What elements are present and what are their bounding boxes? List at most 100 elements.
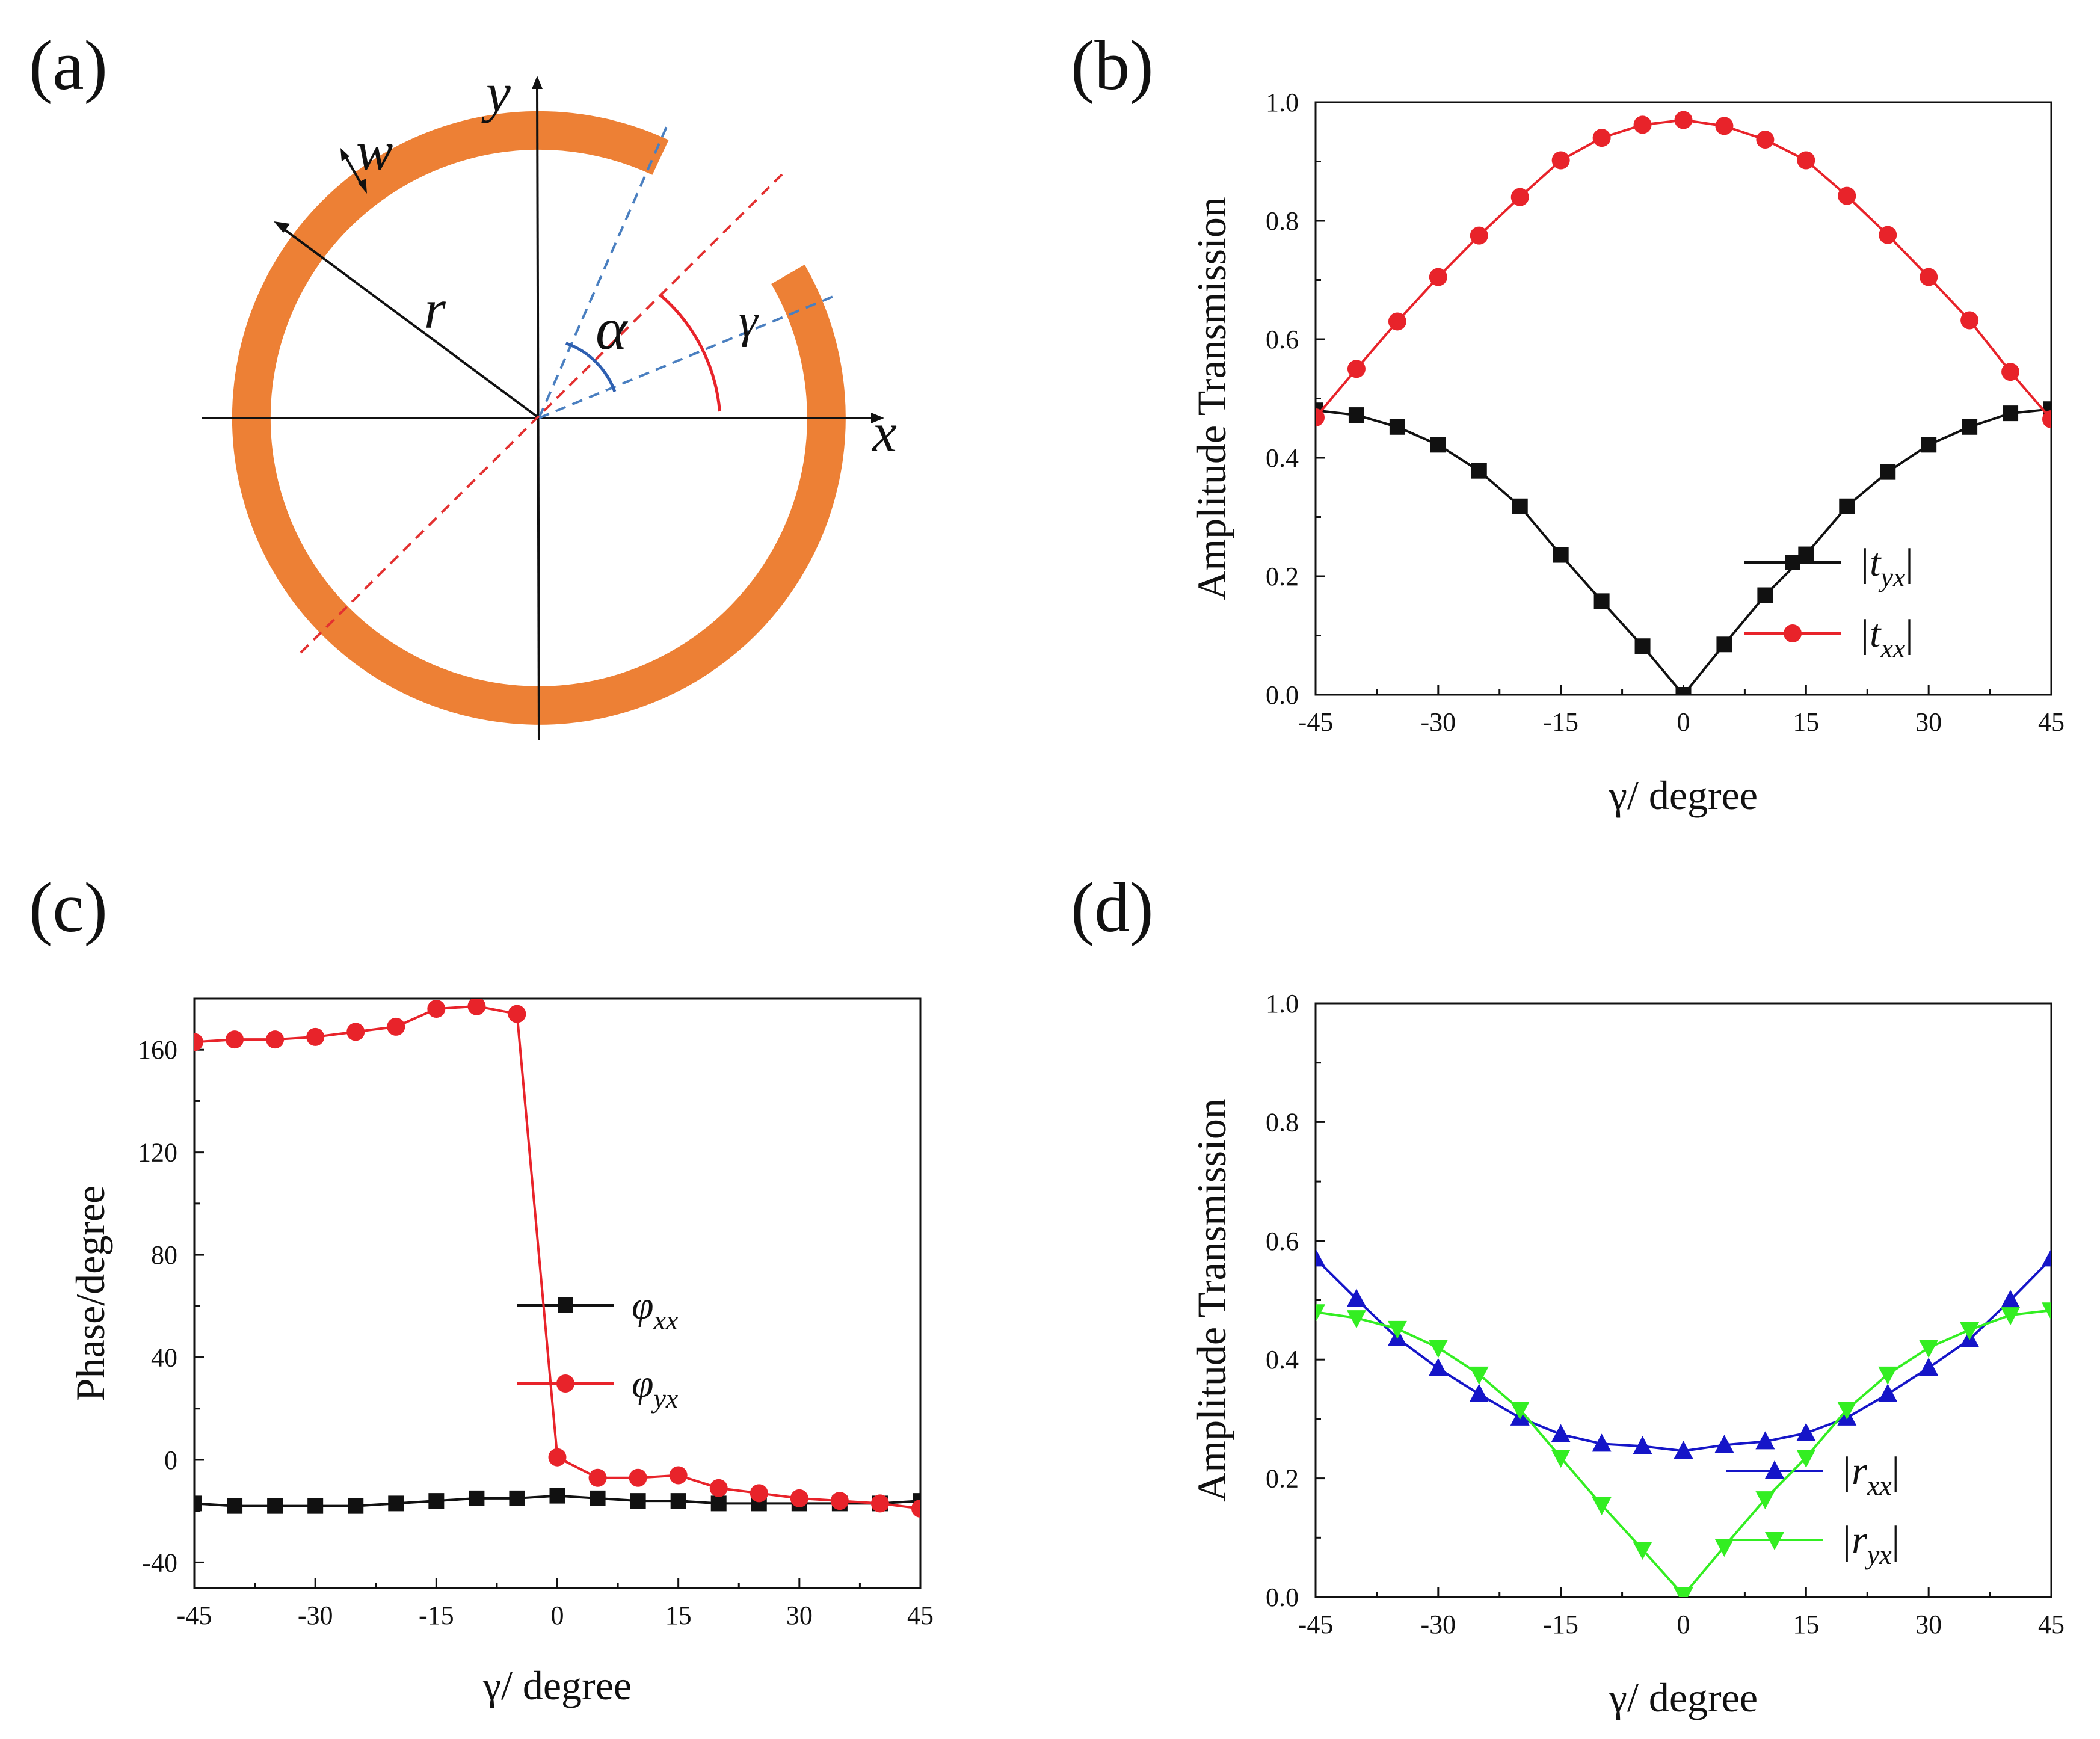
data-point (194, 1033, 203, 1051)
x-axis-label: γ/ degree (482, 1663, 632, 1708)
data-point (2042, 410, 2051, 428)
data-point (1592, 1497, 1612, 1516)
data-point (1796, 1423, 1816, 1441)
chart-d-reflection-amplitude: -45 -30 -15 0 15 30 45 0.0 0.2 0.4 0.6 0.8 1.0 γ/ deg… (1189, 989, 2065, 1720)
y-tick-label: 0.2 (1266, 1464, 1299, 1494)
x-tick-label: 15 (1793, 707, 1819, 737)
data-point (670, 1493, 686, 1509)
data-point (348, 1498, 364, 1514)
data-point (1756, 131, 1775, 149)
y-tick-label: 0.8 (1266, 206, 1299, 236)
data-point (469, 1490, 485, 1506)
x-axis-label: γ/ degree (1609, 1675, 1758, 1720)
y-tick-label: 0.6 (1266, 325, 1299, 354)
data-point (1878, 1366, 1898, 1385)
y-tick-label: 0.4 (1266, 443, 1299, 473)
legend-marker (1784, 624, 1802, 642)
data-point (1593, 593, 1610, 609)
series-|r_yx| (1316, 1302, 2051, 1597)
x-tick-label: -30 (1421, 707, 1456, 737)
data-point (1633, 1436, 1652, 1454)
legend-marker (1765, 1460, 1784, 1479)
data-point (1316, 1304, 1325, 1323)
data-point (1919, 1340, 1939, 1358)
data-point (307, 1498, 324, 1514)
y-tick-label: 0.8 (1266, 1107, 1299, 1137)
data-point (1592, 1433, 1612, 1452)
data-point (1796, 1450, 1816, 1468)
y-tick-label: 0.6 (1266, 1227, 1299, 1256)
y-tick-label: -40 (142, 1548, 177, 1577)
y-tick-label: 0.0 (1266, 1583, 1299, 1612)
x-axis-symbol: x (871, 402, 897, 463)
x-tick-label: 30 (1915, 707, 1942, 737)
width-arrowhead-top (340, 148, 349, 161)
plot-frame (1314, 101, 2052, 696)
y-axis-line (536, 84, 540, 740)
data-point (1919, 1358, 1939, 1376)
data-point (1879, 226, 1897, 244)
x-tick-label: -15 (1543, 707, 1578, 737)
data-point (1880, 464, 1896, 480)
x-tick-label: -15 (1543, 1610, 1578, 1639)
x-tick-label: 0 (1677, 707, 1690, 737)
x-tick-label: 45 (2038, 1610, 2065, 1639)
data-point (870, 1494, 889, 1513)
radius-arrowhead (274, 221, 290, 233)
x-tick-label: 15 (665, 1601, 692, 1630)
legend-label: |rxx| (1841, 1449, 1900, 1501)
data-point (1838, 186, 1856, 205)
data-point (1512, 498, 1528, 514)
data-point (387, 1017, 405, 1036)
data-point (428, 1493, 445, 1509)
x-axis-label: γ/ degree (1609, 772, 1758, 818)
data-point (2001, 1290, 2021, 1308)
series-line (1316, 118, 2051, 420)
legend-marker (556, 1374, 574, 1393)
chart-b-amplitude-transmission: -45 -30 -15 0 15 30 45 0.0 0.2 0.4 0.6 0.8 1.0 γ/ deg… (1189, 88, 2065, 818)
data-point (1388, 312, 1406, 331)
y-tick-label: 1.0 (1266, 989, 1299, 1018)
data-point (669, 1466, 688, 1485)
legend-label: |txx| (1859, 612, 1914, 663)
x-tick-label: 15 (1793, 1610, 1819, 1639)
data-point (1316, 1248, 1325, 1267)
x-tick-label: 30 (1915, 1610, 1942, 1639)
data-point (1551, 151, 1570, 170)
x-tick-label: -45 (1298, 707, 1334, 737)
data-point (1469, 1366, 1489, 1385)
y-axis-label: Amplitude Transmission (1189, 1098, 1234, 1502)
data-point (1878, 1384, 1898, 1402)
data-point (1755, 1491, 1775, 1510)
y-axis-symbol: y (481, 62, 511, 123)
data-point (1510, 188, 1529, 206)
legend-entry: |txx| (1744, 612, 1914, 663)
series-line (1316, 1257, 2051, 1453)
x-tick-label: -30 (1421, 1610, 1456, 1639)
data-point (1553, 547, 1569, 563)
data-point (226, 1030, 244, 1049)
data-point (1674, 1587, 1693, 1597)
data-point (1715, 117, 1734, 135)
legend-marker (558, 1297, 573, 1313)
panel-d-label: (d) (1071, 868, 1154, 947)
x-tick-label: -30 (298, 1601, 333, 1630)
data-point (1634, 638, 1651, 654)
panel-a-diagram: (a) x y w r α γ (29, 26, 897, 740)
data-point (911, 1499, 920, 1518)
data-point (1348, 407, 1364, 423)
x-tick-label: 45 (2038, 707, 2065, 737)
y-tick-label: 0.0 (1266, 680, 1299, 710)
data-point (1757, 587, 1773, 603)
data-point (1387, 1320, 1407, 1339)
legend-marker (1765, 1532, 1784, 1550)
data-point (266, 1030, 285, 1049)
legend-entry: |tyx| (1744, 541, 1914, 592)
series-φ_yx (194, 999, 920, 1518)
data-point (830, 1492, 849, 1510)
data-point (1675, 687, 1692, 695)
data-point (1429, 268, 1447, 286)
x-tick-label: -45 (1298, 1610, 1334, 1639)
y-tick-label: 0 (164, 1445, 177, 1475)
